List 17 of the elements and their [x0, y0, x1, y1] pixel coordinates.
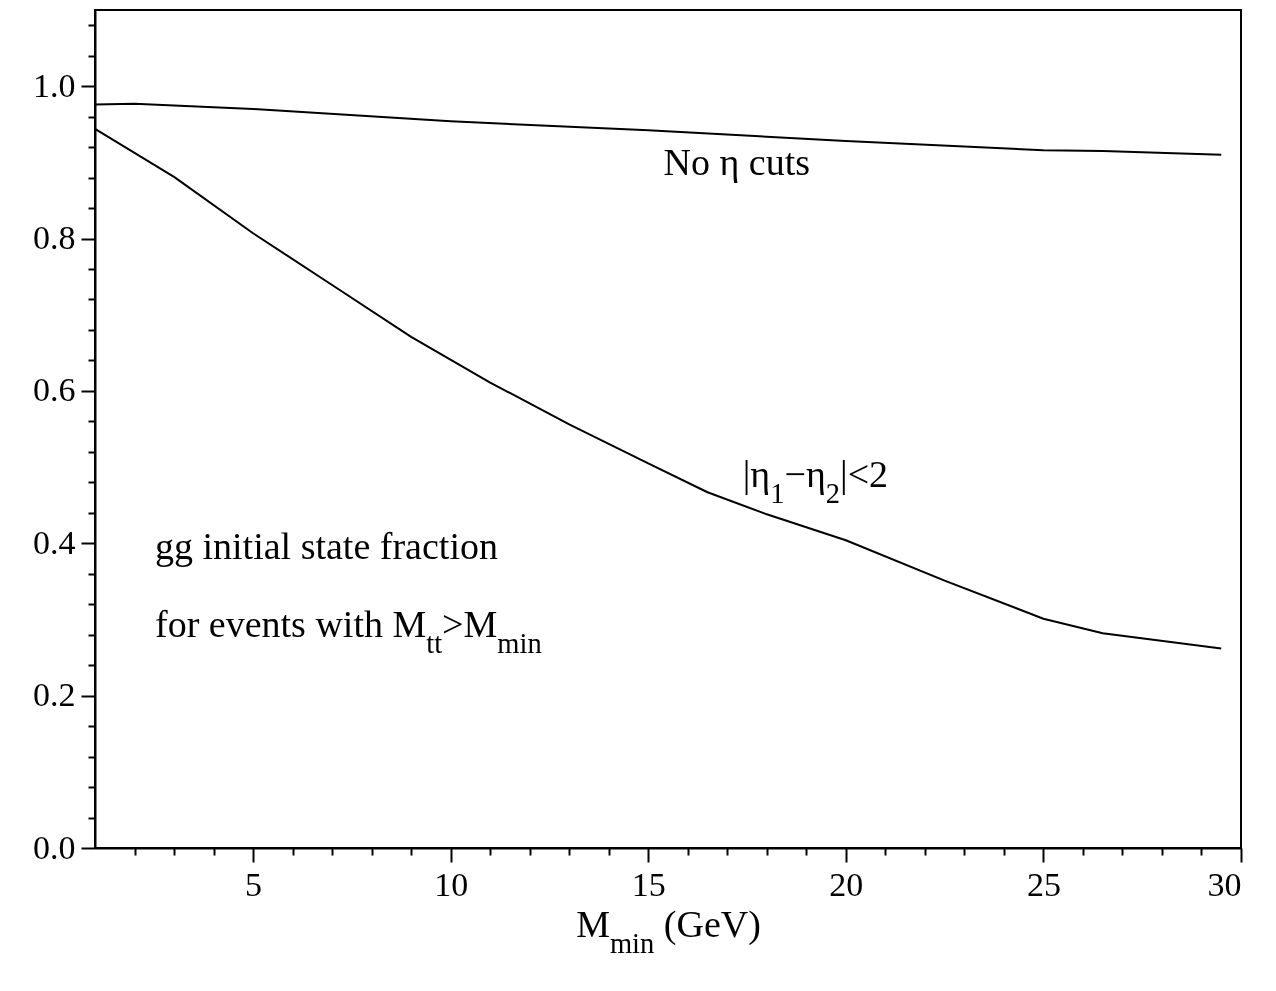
y-tick-label: 1.0 [33, 66, 76, 104]
x-axis-title: M$_{min}$ (GeV) [576, 902, 761, 958]
y-tick-label: 0.4 [33, 523, 76, 561]
x-tick-label: 25 [1026, 865, 1061, 903]
y-tick-label: 0.8 [33, 219, 76, 257]
y-tick-label: 0.2 [33, 676, 76, 714]
x-tick-label: 5 [245, 865, 263, 903]
annotation: gg initial state fraction [155, 525, 498, 567]
x-tick-label: 15 [631, 865, 666, 903]
x-tick-label: 30 [1207, 865, 1242, 903]
y-tick-label: 0.0 [33, 828, 76, 866]
y-tick-label: 0.6 [33, 371, 76, 409]
series-label: No η cuts [663, 141, 811, 184]
x-tick-label: 20 [829, 865, 864, 903]
series-label: |η$_{1}$−η$_{2}$|<2 [742, 453, 889, 509]
annotation: for events with M$_{tt}$>M$_{min}$ [155, 603, 542, 659]
x-tick-label: 10 [434, 865, 469, 903]
